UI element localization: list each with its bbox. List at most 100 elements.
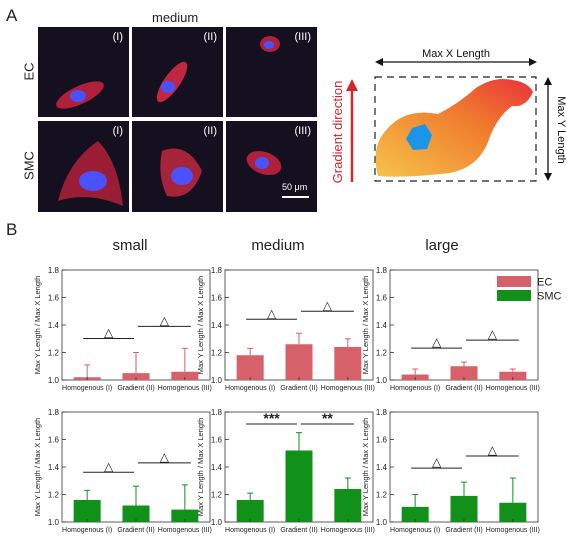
significance-marker: *** — [263, 410, 280, 426]
bar — [334, 347, 362, 380]
y-tick-label: 1.2 — [376, 349, 388, 358]
row-label-smc: SMC — [21, 151, 37, 180]
tile-label: (II) — [203, 125, 217, 137]
cell-image — [56, 81, 104, 109]
x-tick-label: Homogenous (III) — [158, 527, 212, 534]
x-tick-label: Gradient (II) — [280, 527, 317, 534]
significance-marker: △ — [267, 306, 277, 320]
chart-small-ec: 1.0 1.2 1.4 1.6 1.8 Max Y Length / Max X Leng… — [33, 266, 212, 392]
bar — [171, 509, 199, 522]
significance-marker: △ — [323, 298, 333, 312]
bar — [285, 344, 313, 380]
y-axis-label: Max Y Length / Max X Length — [361, 276, 370, 375]
y-tick-label: 1.2 — [376, 491, 388, 500]
y-tick-label: 1.0 — [48, 376, 60, 385]
y-axis-label: Max Y Length / Max X Length — [361, 418, 370, 517]
y-tick-label: 1.0 — [376, 518, 388, 527]
bar — [236, 500, 264, 522]
bar — [401, 506, 429, 522]
chart-medium-smc: 1.0 1.2 1.4 1.6 1.8 Max Y Length / Max X Leng… — [196, 408, 375, 534]
y-tick-label: 1.4 — [376, 463, 388, 472]
micrograph-smc-1: (I) — [38, 121, 129, 212]
bar — [236, 355, 264, 380]
x-tick-label: Homogenous (I) — [225, 527, 275, 534]
micrograph-smc-2: (II) — [132, 121, 223, 212]
x-tick-label: Gradient (II) — [445, 527, 482, 534]
x-tick-label: Gradient (II) — [117, 527, 154, 534]
x-tick-label: Homogenous (I) — [62, 385, 112, 392]
y-tick-label: 1.8 — [48, 266, 60, 275]
micrograph-smc-3: (III) 50 μm — [226, 121, 317, 212]
x-tick-label: Gradient (II) — [445, 385, 482, 392]
legend-label: EC — [537, 277, 552, 289]
y-tick-label: 1.6 — [211, 294, 223, 303]
y-tick-label: 1.2 — [48, 491, 60, 500]
significance-marker: △ — [432, 455, 442, 469]
significance-marker: △ — [488, 327, 498, 341]
x-tick-label: Homogenous (III) — [321, 527, 375, 534]
panel-a-letter: A — [6, 6, 18, 25]
x-tick-label: Homogenous (I) — [390, 385, 440, 392]
bar — [499, 502, 527, 522]
bar — [73, 500, 101, 522]
x-tick-label: Homogenous (I) — [390, 527, 440, 534]
micrograph-ec-1: (I) — [38, 27, 129, 117]
y-tick-label: 1.4 — [211, 321, 223, 330]
bar — [285, 450, 313, 522]
nucleus-icon — [406, 124, 432, 150]
y-tick-label: 1.8 — [48, 408, 60, 417]
y-axis-label: Max Y Length / Max X Length — [196, 418, 205, 517]
tile-label: (I) — [112, 31, 123, 43]
x-tick-label: Gradient (II) — [117, 385, 154, 392]
y-tick-label: 1.8 — [376, 266, 388, 275]
y-tick-label: 1.6 — [48, 294, 60, 303]
y-tick-label: 1.4 — [48, 463, 60, 472]
y-axis-label: Max Y Length / Max X Length — [33, 418, 42, 517]
chart-large-smc: 1.0 1.2 1.4 1.6 1.8 Max Y Length / Max X Leng… — [361, 408, 540, 534]
bar — [171, 371, 199, 380]
row-label-ec: EC — [21, 62, 37, 81]
significance-marker: △ — [104, 459, 114, 473]
chart-large-ec: 1.0 1.2 1.4 1.6 1.8 Max Y Length / Max X Leng… — [361, 266, 540, 392]
y-tick-label: 1.0 — [48, 518, 60, 527]
legend: EC SMC — [497, 276, 562, 303]
bar — [499, 371, 527, 380]
max-x-label: Max X Length — [422, 48, 490, 60]
bar — [122, 373, 150, 380]
x-tick-label: Gradient (II) — [280, 385, 317, 392]
gradient-direction-label: Gradient direction — [330, 81, 345, 184]
scale-bar-label: 50 μm — [282, 182, 308, 192]
size-title-medium: medium — [251, 237, 305, 254]
cell-image — [260, 36, 280, 52]
y-tick-label: 1.8 — [211, 266, 223, 275]
bar — [122, 505, 150, 522]
significance-marker: △ — [160, 313, 170, 327]
max-y-label: Max Y Length — [555, 96, 567, 163]
significance-marker: △ — [488, 443, 498, 457]
tile-label: (II) — [203, 31, 217, 43]
y-tick-label: 1.8 — [376, 408, 388, 417]
y-tick-label: 1.2 — [48, 349, 60, 358]
x-tick-label: Homogenous (III) — [486, 385, 540, 392]
y-tick-label: 1.6 — [211, 436, 223, 445]
bar — [334, 489, 362, 522]
bar — [450, 366, 478, 380]
x-tick-label: Homogenous (I) — [225, 385, 275, 392]
cell-image — [58, 141, 123, 206]
x-tick-label: Homogenous (I) — [62, 527, 112, 534]
y-axis-label: Max Y Length / Max X Length — [196, 276, 205, 375]
cell-image — [156, 61, 188, 103]
significance-marker: △ — [104, 326, 114, 340]
y-tick-label: 1.4 — [48, 321, 60, 330]
y-tick-label: 1.4 — [376, 321, 388, 330]
significance-marker: △ — [432, 335, 442, 349]
cell-image — [246, 150, 309, 198]
cell-shape — [375, 79, 533, 177]
bar-chart-grid: 1.0 1.2 1.4 1.6 1.8 Max Y Length / Max X Leng… — [33, 266, 562, 534]
y-tick-label: 1.2 — [211, 349, 223, 358]
significance-marker: ** — [322, 410, 333, 426]
x-tick-label: Homogenous (III) — [158, 385, 212, 392]
y-tick-label: 1.6 — [376, 294, 388, 303]
y-tick-label: 1.6 — [48, 436, 60, 445]
y-tick-label: 1.8 — [211, 408, 223, 417]
